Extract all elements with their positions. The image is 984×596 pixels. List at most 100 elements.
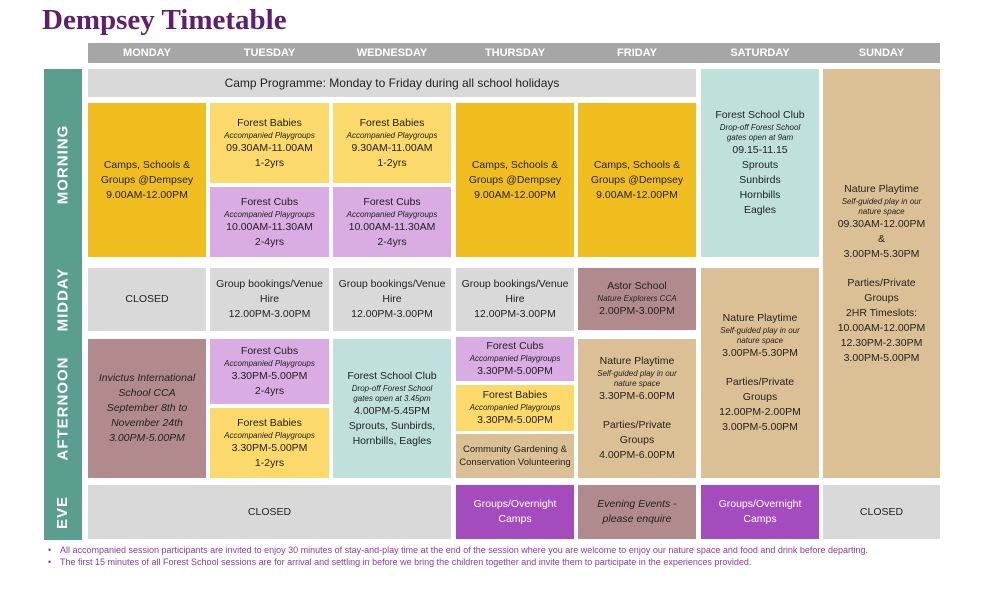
timetable-cell: Forest Cubs Accompanied Playgroups 3.30PM-… xyxy=(210,339,329,404)
cell-line: Sprouts xyxy=(741,159,779,171)
cell-line: Sunbirds xyxy=(739,174,781,186)
cell-line: CLOSED xyxy=(859,505,904,518)
timetable-cell: Forest Babies Accompanied Playgroups 09.30… xyxy=(210,103,329,183)
timetable-cell: Nature Playtime Self-guided play in our n… xyxy=(578,339,696,478)
timetable-cell: Forest School Club Drop-off Forest School… xyxy=(333,339,451,478)
cell-line: Forest Babies xyxy=(237,116,302,129)
timetable-cell: Forest Cubs Accompanied Playgroups 10.00AM… xyxy=(210,187,329,257)
cell-line: Nature Playtime xyxy=(599,355,675,367)
period: EVE xyxy=(44,484,82,540)
cell-note: Self-guided play in our nature space xyxy=(720,326,800,345)
cell-note: Accompanied Playgroups xyxy=(224,209,315,219)
cell-line: Parties/Private Groups xyxy=(725,376,795,403)
cell-line: 1-2yrs xyxy=(254,156,285,169)
cell-line: 2HR Timeslots: xyxy=(845,306,918,319)
cell-line: 09.15-11.15 xyxy=(732,144,788,156)
cell-line: Forest Babies xyxy=(359,116,425,129)
cell-note: Drop-off Forest School gates open at 3.4… xyxy=(351,383,433,403)
cell-line: Groups/Overnight Camps xyxy=(718,498,802,525)
timetable-cell: Forest Babies Accompanied Playgroups 3.30P… xyxy=(456,385,574,431)
cell-line: Camps, Schools & xyxy=(103,158,191,171)
timetable-cell: Camps, Schools & Groups @Dempsey 9.00AM-12… xyxy=(456,103,574,257)
cell-line: 3.30PM-5.00PM xyxy=(231,441,308,454)
cell-line: 4.00PM-5.45PM xyxy=(354,404,430,417)
timetable-cell: Camps, Schools & Groups @Dempsey 9.00AM-12… xyxy=(578,103,696,257)
cell-line: 4.00PM-6.00PM xyxy=(599,449,675,461)
cell-line: Group bookings/Venue Hire xyxy=(461,278,569,305)
cell-line: Forest Babies xyxy=(482,389,548,401)
cell-line: 10.00AM-11.30AM xyxy=(348,220,436,233)
timetable-cell: Camp Programme: Monday to Friday during … xyxy=(88,69,696,97)
day-label: WEDNESDAY xyxy=(356,47,428,59)
timetable-cell: Group bookings/Venue Hire 12.00PM-3.00PM xyxy=(210,268,329,331)
cell-line: Camp Programme: Monday to Friday during … xyxy=(224,75,560,90)
timetable-cell: Forest Cubs Accompanied Playgroups 3.30PM-… xyxy=(456,337,574,381)
cell-line: Nature Playtime xyxy=(844,182,919,195)
cell-note: Accompanied Playgroups xyxy=(224,359,315,368)
timetable-cell: Forest School Club Drop-off Forest School… xyxy=(701,69,819,257)
footnote: The first 15 minutes of all Forest Schoo… xyxy=(46,556,896,568)
cell-line: 2-4yrs xyxy=(377,235,407,248)
cell-line: Forest Cubs xyxy=(240,345,299,357)
day-label: SUNDAY xyxy=(858,47,905,59)
timetable-cell: Groups/Overnight Camps xyxy=(701,485,819,539)
timetable-cell: Groups/Overnight Camps xyxy=(456,485,574,539)
cell-note: Accompanied Playgroups xyxy=(346,130,438,140)
timetable-cell: Invictus International School CCA Septemb… xyxy=(88,339,206,478)
day-label: FRIDAY xyxy=(617,47,657,59)
cell-line: 2-4yrs xyxy=(254,385,285,397)
cell-line: 12.00PM-3.00PM xyxy=(228,308,311,320)
timetable-cell: CLOSED xyxy=(88,485,451,539)
cell-line: 1-2yrs xyxy=(377,156,407,169)
cell-note: Nature Explorers CCA xyxy=(597,294,677,303)
cell-line: 2-4yrs xyxy=(254,235,285,248)
cell-line: 3.00PM-5.30PM xyxy=(843,247,920,260)
cell-line: Forest Cubs xyxy=(363,195,421,208)
cell-line: Parties/Private Groups xyxy=(602,419,672,446)
cell-line: September 8th to November 24th xyxy=(106,402,188,429)
cell-line: Sprouts, Sunbirds, Hornbills, Eagles xyxy=(348,419,436,447)
cell-line: Groups @Dempsey xyxy=(590,173,684,186)
cell-line: Forest Babies xyxy=(237,416,302,429)
cell-note: Self-guided play in our nature space xyxy=(597,369,677,388)
cell-line: 10.00AM-12.00PM xyxy=(837,321,926,334)
timetable-cell: Forest Babies Accompanied Playgroups 3.30P… xyxy=(210,408,329,478)
cell-note: Accompanied Playgroups xyxy=(469,403,561,412)
cell-line: Camps, Schools & xyxy=(593,158,681,171)
cell-note: Accompanied Playgroups xyxy=(346,209,438,219)
cell-line: CLOSED xyxy=(247,505,292,518)
cell-line: 3.30PM-6.00PM xyxy=(599,390,675,402)
cell-line: Astor School xyxy=(607,280,667,292)
cell-line: CLOSED xyxy=(125,293,169,305)
cell-line: Community Gardening & Conservation Volun… xyxy=(459,444,571,468)
cell-line: 9.30AM-11.00AM xyxy=(351,141,433,154)
timetable-cell: Forest Babies Accompanied Playgroups 9.30A… xyxy=(333,103,451,183)
timetable-cell: Group bookings/Venue Hire 12.00PM-3.00PM xyxy=(333,268,451,331)
period: MORNING xyxy=(44,69,82,259)
cell-line: 12.00PM-2.00PM xyxy=(719,406,801,418)
cell-line: 3.00PM-5.00PM xyxy=(843,351,920,364)
period-label: MIDDAY xyxy=(54,267,72,331)
day-header: MONDAY TUESDAY WEDNESDAY THURSDAY FRIDAY… xyxy=(88,43,940,63)
cell-line: 09.30AM-11.00AM xyxy=(226,141,313,154)
timetable-cell: Forest Cubs Accompanied Playgroups 10.00AM… xyxy=(333,187,451,257)
cell-line: 3.00PM-5.00PM xyxy=(722,421,798,433)
cell-note: Accompanied Playgroups xyxy=(224,430,315,440)
timetable-cell: Community Gardening & Conservation Volun… xyxy=(456,434,574,478)
cell-line: Group bookings/Venue Hire xyxy=(216,278,323,305)
cell-line: 09.30AM-12.00PM & xyxy=(837,217,926,245)
period: AFTERNOON xyxy=(44,337,82,480)
timetable-cell: Evening Events - please enquire xyxy=(578,485,696,539)
cell-line: 12.30PM-2.30PM xyxy=(840,336,923,349)
cell-line: Groups/Overnight Camps xyxy=(473,498,557,525)
footnote: All accompanied session participants are… xyxy=(46,544,896,556)
cell-note: Accompanied Playgroups xyxy=(469,354,561,363)
timetable-cell: Camps, Schools & Groups @Dempsey 9.00AM-12… xyxy=(88,103,206,257)
cell-line: 3.00PM-5.00PM xyxy=(109,432,185,444)
timetable-cell: Group bookings/Venue Hire 12.00PM-3.00PM xyxy=(456,268,574,331)
cell-line: 9.00AM-12.00PM xyxy=(106,188,188,201)
day-label: MONDAY xyxy=(123,47,171,59)
cell-line: 9.00AM-12.00PM xyxy=(474,188,556,201)
cell-line: 3.30PM-5.00PM xyxy=(231,370,308,382)
